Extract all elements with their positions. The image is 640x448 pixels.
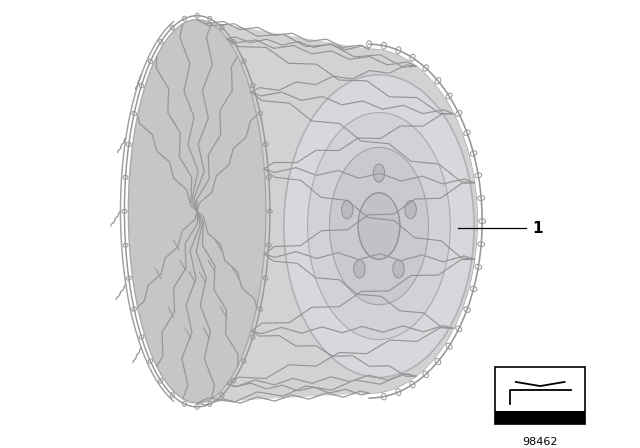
Ellipse shape: [405, 201, 417, 219]
Bar: [495, 366, 586, 424]
Ellipse shape: [358, 193, 400, 259]
Ellipse shape: [330, 147, 428, 305]
Ellipse shape: [308, 112, 451, 340]
Ellipse shape: [284, 75, 474, 377]
Ellipse shape: [354, 260, 365, 278]
Ellipse shape: [342, 201, 353, 219]
Ellipse shape: [261, 49, 477, 393]
Ellipse shape: [393, 260, 404, 278]
Ellipse shape: [129, 20, 266, 403]
Text: 98462: 98462: [522, 437, 558, 448]
Bar: [495, 411, 586, 424]
Polygon shape: [197, 20, 477, 403]
Ellipse shape: [373, 164, 385, 182]
Text: 1: 1: [532, 220, 543, 236]
